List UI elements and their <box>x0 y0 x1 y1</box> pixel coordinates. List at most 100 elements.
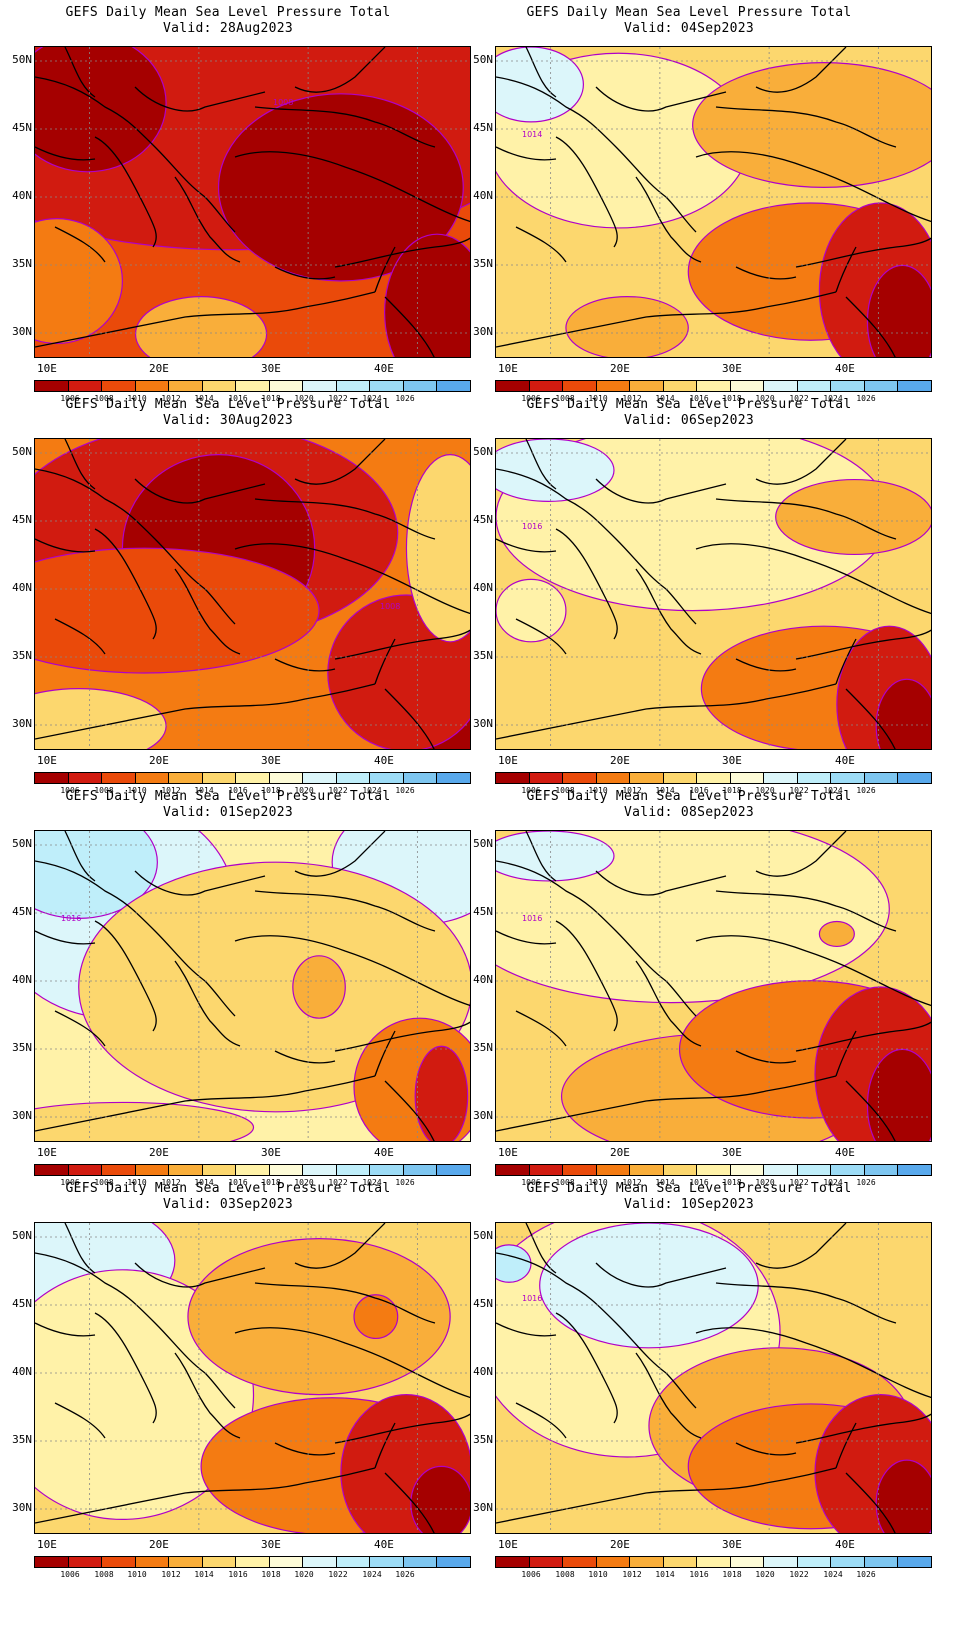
colorbar-label: 1010 <box>588 786 608 795</box>
colorbar-label: 1020 <box>755 1178 775 1187</box>
colorbar-swatch <box>596 773 631 783</box>
coastline <box>496 76 697 233</box>
colorbar-swatch <box>663 381 698 391</box>
colorbar-swatch <box>102 1557 136 1567</box>
colorbar-swatch <box>135 1165 170 1175</box>
coastline <box>496 1322 557 1337</box>
coastline <box>755 47 847 93</box>
colorbar-swatch <box>303 773 337 783</box>
pressure-region <box>353 1294 399 1340</box>
longitude-label: 10E <box>498 1146 518 1159</box>
coastline <box>595 478 727 504</box>
coastline <box>64 831 96 882</box>
coastline <box>875 1372 931 1399</box>
colorbar-swatch <box>135 773 170 783</box>
colorbar-label: 1012 <box>622 786 642 795</box>
colorbar-swatch <box>403 1557 438 1567</box>
panel-title: GEFS Daily Mean Sea Level Pressure Total <box>526 789 852 804</box>
longitude-label: 30E <box>722 362 742 375</box>
longitude-label: 10E <box>498 1538 518 1551</box>
colorbar-swatch <box>831 1557 865 1567</box>
coastline <box>35 538 96 553</box>
colorbar-label: 1026 <box>395 1570 415 1579</box>
coastline <box>595 86 727 112</box>
latitude-label: 45N <box>473 905 493 918</box>
colorbar-label: 1020 <box>294 394 314 403</box>
colorbar-swatch <box>831 381 865 391</box>
colorbar-label: 1014 <box>655 394 675 403</box>
colorbar-label: 1026 <box>395 394 415 403</box>
coastline <box>294 831 386 877</box>
colorbar-swatch <box>336 1165 371 1175</box>
colorbar-label: 1022 <box>328 1570 348 1579</box>
colorbar-label: 1012 <box>161 786 181 795</box>
colorbar-swatch <box>730 1165 765 1175</box>
coastline <box>384 1472 435 1533</box>
colorbar-swatch <box>764 381 798 391</box>
colorbar-swatch <box>303 381 337 391</box>
latitude-label: 50N <box>473 445 493 458</box>
colorbar-swatch <box>35 381 69 391</box>
colorbar-swatch <box>596 381 631 391</box>
colorbar-swatch <box>596 1557 631 1567</box>
coastline <box>755 1223 847 1269</box>
colorbar-swatch <box>370 1165 404 1175</box>
colorbar-swatch <box>102 1165 136 1175</box>
colorbar-swatch <box>563 1165 597 1175</box>
coastline <box>695 935 877 982</box>
coastline <box>35 468 236 625</box>
colorbar-label: 1020 <box>755 786 775 795</box>
colorbar-label: 1006 <box>60 1570 80 1579</box>
map-panel: GEFS Daily Mean Sea Level Pressure Total… <box>459 392 932 800</box>
colorbar-swatch <box>797 1165 832 1175</box>
pressure-region <box>35 47 167 173</box>
map-panel: GEFS Daily Mean Sea Level Pressure Total… <box>0 392 471 800</box>
colorbar-swatch <box>437 381 470 391</box>
colorbar-swatch <box>663 1557 698 1567</box>
colorbar-label: 1022 <box>789 1178 809 1187</box>
coastline <box>525 1223 557 1274</box>
colorbar-swatch <box>697 381 731 391</box>
colorbar-label: 1016 <box>228 1178 248 1187</box>
colorbar-label: 1026 <box>856 1178 876 1187</box>
coastline <box>735 266 797 280</box>
colorbar-label: 1012 <box>622 394 642 403</box>
coastline <box>835 1030 857 1077</box>
coastline <box>496 1467 837 1524</box>
colorbar-swatch <box>630 381 664 391</box>
colorbar-label: 1026 <box>856 394 876 403</box>
coastline <box>174 960 241 1047</box>
colorbar-swatch <box>898 1165 931 1175</box>
latitude-label: 35N <box>12 1041 32 1054</box>
coastline <box>795 237 931 268</box>
coastline <box>54 1402 106 1439</box>
longitude-label: 20E <box>149 1538 169 1551</box>
latitude-label: 50N <box>473 1229 493 1242</box>
colorbar-swatch <box>370 773 404 783</box>
latitude-label: 40N <box>473 973 493 986</box>
colorbar-label: 1010 <box>588 1570 608 1579</box>
coastline <box>274 1442 336 1456</box>
coastline <box>555 136 618 248</box>
colorbar-swatch <box>898 773 931 783</box>
coastline <box>64 47 96 98</box>
colorbar-label: 1024 <box>823 786 843 795</box>
colorbar-label: 1010 <box>127 1178 147 1187</box>
coastline <box>845 1080 896 1141</box>
colorbar-label: 1020 <box>294 786 314 795</box>
contour-label: 1016 <box>522 914 542 923</box>
map-panel: GEFS Daily Mean Sea Level Pressure Total… <box>0 0 471 408</box>
coastline <box>414 1372 470 1399</box>
coastline <box>515 1402 567 1439</box>
longitude-label: 30E <box>722 1146 742 1159</box>
pressure-region <box>496 831 615 882</box>
colorbar-swatch <box>336 381 371 391</box>
colorbar-swatch <box>864 1165 899 1175</box>
contour-label: 1016 <box>522 1294 542 1303</box>
pressure-region <box>35 831 158 919</box>
pressure-region <box>410 1465 470 1533</box>
longitude-label: 40E <box>374 1146 394 1159</box>
coastline <box>234 543 416 590</box>
colorbar-label: 1014 <box>194 1178 214 1187</box>
colorbar-label: 1024 <box>362 1570 382 1579</box>
